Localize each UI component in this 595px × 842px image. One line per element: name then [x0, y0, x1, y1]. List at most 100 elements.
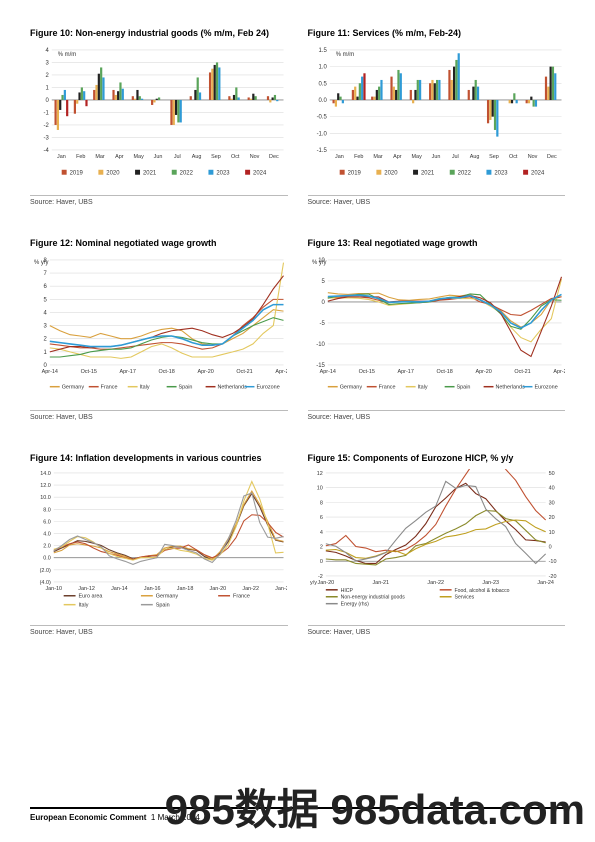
svg-text:Jan-24: Jan-24	[537, 580, 554, 586]
figure-11: Figure 11: Services (% m/m, Feb-24) -1.5…	[308, 28, 566, 206]
figure-14-source: Source: Haver, UBS	[30, 625, 288, 636]
svg-text:Feb: Feb	[76, 154, 85, 160]
svg-text:0: 0	[46, 98, 50, 104]
footer-title: European Economic Comment	[30, 813, 146, 822]
svg-text:Oct-18: Oct-18	[436, 369, 452, 375]
svg-text:Jan: Jan	[57, 154, 66, 160]
svg-text:2: 2	[46, 73, 49, 79]
svg-text:Jan-16: Jan-16	[144, 586, 161, 592]
svg-text:Sep: Sep	[489, 154, 499, 160]
figure-11-source: Source: Haver, UBS	[308, 195, 566, 206]
svg-text:1.5: 1.5	[318, 48, 327, 54]
svg-text:Oct-21: Oct-21	[236, 369, 252, 375]
svg-text:6.0: 6.0	[43, 519, 51, 525]
svg-text:Italy: Italy	[79, 603, 89, 609]
svg-text:% m/m: % m/m	[58, 52, 77, 58]
svg-text:2021: 2021	[420, 171, 434, 177]
svg-text:Aug: Aug	[469, 154, 479, 160]
figure-14-svg: (4.0)(2.0)0.02.04.06.08.010.012.014.0Jan…	[30, 469, 287, 618]
figure-13: Figure 13: Real negotiated wage growth -…	[308, 238, 566, 421]
svg-text:% y/y: % y/y	[34, 260, 49, 266]
svg-text:4: 4	[44, 310, 48, 316]
svg-text:-10: -10	[548, 559, 556, 565]
svg-text:Eurozone: Eurozone	[534, 385, 557, 391]
svg-text:Energy (rhs): Energy (rhs)	[340, 602, 368, 608]
svg-text:Services: Services	[454, 595, 474, 601]
svg-text:20: 20	[548, 515, 554, 521]
svg-text:Apr: Apr	[393, 154, 402, 160]
figure-12-svg: 012345678% y/yApr-14Oct-15Apr-17Oct-18Ap…	[30, 254, 287, 403]
svg-text:Apr-20: Apr-20	[475, 369, 491, 375]
svg-text:Apr-17: Apr-17	[120, 369, 136, 375]
figure-12-chart: 012345678% y/yApr-14Oct-15Apr-17Oct-18Ap…	[30, 254, 288, 404]
svg-text:Oct-21: Oct-21	[514, 369, 530, 375]
svg-text:-2: -2	[44, 123, 49, 129]
svg-text:Italy: Italy	[140, 385, 150, 391]
figure-13-chart: -15-10-50510% y/yApr-14Oct-15Apr-17Oct-1…	[308, 254, 566, 404]
svg-text:2019: 2019	[70, 171, 84, 177]
figure-12-title: Figure 12: Nominal negotiated wage growt…	[30, 238, 288, 248]
svg-text:0: 0	[319, 559, 322, 565]
svg-text:2020: 2020	[106, 171, 120, 177]
svg-text:Nov: Nov	[527, 154, 537, 160]
row-figs-12-13: Figure 12: Nominal negotiated wage growt…	[30, 238, 565, 421]
svg-text:2019: 2019	[347, 171, 361, 177]
svg-text:Italy: Italy	[417, 385, 427, 391]
svg-text:2024: 2024	[253, 171, 267, 177]
figure-10-source: Source: Haver, UBS	[30, 195, 288, 206]
footer-left: European Economic Comment 1 March 2024	[30, 813, 200, 822]
svg-text:2020: 2020	[384, 171, 398, 177]
svg-text:Feb: Feb	[354, 154, 363, 160]
figure-10: Figure 10: Non-energy industrial goods (…	[30, 28, 288, 206]
svg-text:10.0: 10.0	[40, 495, 51, 501]
svg-text:Netherlands: Netherlands	[495, 385, 525, 391]
svg-text:Germany: Germany	[156, 594, 179, 600]
svg-text:Apr: Apr	[115, 154, 124, 160]
figure-15-svg: -2024681012-20-1001020304050Jan-20Jan-21…	[308, 469, 565, 618]
svg-text:Jun: Jun	[154, 154, 163, 160]
svg-text:1: 1	[46, 85, 50, 91]
svg-text:Apr-14: Apr-14	[42, 369, 58, 375]
svg-text:0: 0	[321, 300, 325, 306]
svg-text:France: France	[378, 385, 395, 391]
figure-10-title: Figure 10: Non-energy industrial goods (…	[30, 28, 288, 38]
svg-text:Jan: Jan	[335, 154, 344, 160]
svg-text:5: 5	[321, 279, 325, 285]
svg-text:2024: 2024	[531, 171, 545, 177]
svg-text:1: 1	[44, 350, 48, 356]
figure-14: Figure 14: Inflation developments in var…	[30, 453, 288, 636]
svg-text:10: 10	[316, 486, 322, 492]
figure-13-source: Source: Haver, UBS	[308, 410, 566, 421]
svg-text:10: 10	[548, 530, 554, 536]
svg-text:4: 4	[46, 48, 50, 54]
svg-text:% m/m: % m/m	[335, 52, 354, 58]
svg-text:50: 50	[548, 471, 554, 477]
svg-text:4: 4	[319, 530, 322, 536]
svg-text:6: 6	[44, 284, 48, 290]
row-figs-10-11: Figure 10: Non-energy industrial goods (…	[30, 28, 565, 206]
svg-text:2022: 2022	[457, 171, 470, 177]
svg-text:Jan-18: Jan-18	[177, 586, 194, 592]
svg-text:14.0: 14.0	[40, 471, 51, 477]
svg-text:12.0: 12.0	[40, 483, 51, 489]
svg-text:Jan-22: Jan-22	[242, 586, 259, 592]
svg-text:2: 2	[319, 545, 322, 551]
row-figs-14-15: Figure 14: Inflation developments in var…	[30, 453, 565, 636]
figure-15-title: Figure 15: Components of Eurozone HICP, …	[308, 453, 566, 463]
svg-text:0.0: 0.0	[43, 556, 51, 562]
svg-text:1.0: 1.0	[318, 65, 327, 71]
figure-12: Figure 12: Nominal negotiated wage growt…	[30, 238, 288, 421]
svg-text:Non-energy industrial goods: Non-energy industrial goods	[340, 595, 405, 601]
svg-text:May: May	[134, 154, 145, 160]
svg-text:Jun: Jun	[431, 154, 440, 160]
svg-text:Dec: Dec	[269, 154, 279, 160]
figure-13-title: Figure 13: Real negotiated wage growth	[308, 238, 566, 248]
svg-text:2021: 2021	[143, 171, 157, 177]
svg-text:Mar: Mar	[95, 154, 105, 160]
svg-text:Spain: Spain	[179, 385, 193, 391]
figure-13-svg: -15-10-50510% y/yApr-14Oct-15Apr-17Oct-1…	[308, 254, 565, 403]
svg-text:HICP: HICP	[340, 588, 353, 594]
figure-12-source: Source: Haver, UBS	[30, 410, 288, 421]
svg-text:2.0: 2.0	[43, 544, 51, 550]
svg-text:Oct-18: Oct-18	[158, 369, 174, 375]
